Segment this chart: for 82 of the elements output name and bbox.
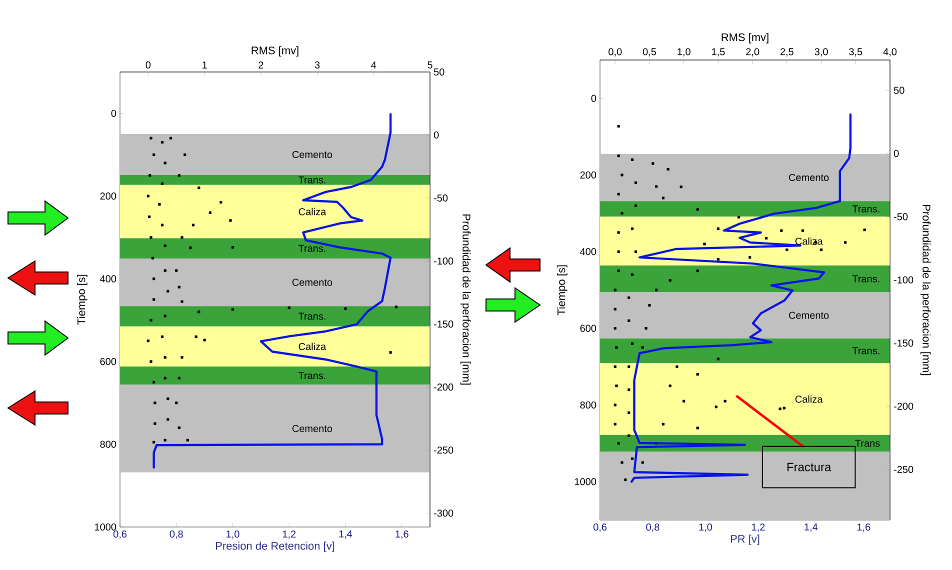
y-tick-label: 0	[111, 110, 116, 117]
x-tick-label: 1,2	[282, 530, 296, 539]
y2-tick-label: -100	[894, 276, 914, 284]
y-axis-title: Tiempo [s]	[557, 265, 568, 316]
y-tick-label: 200	[580, 171, 596, 179]
y2-tick-label: -200	[894, 402, 914, 410]
band-label: Cemento	[789, 174, 829, 182]
band-label: Trans	[855, 440, 880, 447]
band-label: Trans.	[298, 372, 326, 380]
y-axis-title: Tiempo [s]	[77, 274, 88, 325]
x2-tick-label: 5	[428, 61, 432, 68]
y2-tick-label: -200	[434, 384, 454, 391]
band-label: Cemento	[292, 150, 332, 158]
y2-tick-label: -150	[894, 340, 914, 347]
y-tick-label: 800	[580, 401, 596, 409]
band-label: Trans.	[852, 347, 880, 354]
x2-tick-label: 3,0	[814, 48, 828, 56]
band-label: Caliza	[298, 342, 326, 350]
x2-axis-title: RMS [mv]	[722, 33, 768, 44]
x-tick-label: 1,6	[396, 530, 408, 539]
band-label: Trans.	[852, 205, 880, 212]
x-tick-label: 1,0	[699, 524, 712, 532]
x2-tick-label: 4,0	[883, 48, 897, 56]
x2-tick-label: 3	[314, 61, 320, 68]
y2-tick-label: -100	[434, 258, 454, 265]
y-tick-label: 400	[100, 275, 116, 282]
y-tick-label: 1000	[94, 523, 116, 531]
y2-axis-title: Profundidad de la perforacion [mm]	[460, 214, 471, 385]
y2-tick-label: 50	[894, 86, 904, 94]
x-tick-label: 1,2	[752, 524, 765, 532]
line-series	[630, 113, 852, 483]
y2-tick-label: 0	[894, 150, 899, 158]
band-label: Trans.	[298, 176, 326, 184]
band-label: Trans.	[852, 275, 880, 282]
band-label: Trans.	[298, 244, 326, 252]
band-label: Caliza	[298, 208, 326, 216]
x2-tick-label: 3,5	[849, 48, 862, 56]
band-label: Trans.	[298, 312, 326, 320]
line-series	[152, 113, 392, 469]
x-tick-label: 0,8	[646, 524, 660, 532]
y-tick-label: 600	[100, 358, 116, 366]
y-tick-label: 600	[580, 324, 596, 332]
y2-tick-label: 0	[434, 131, 439, 139]
x2-tick-label: 2,5	[780, 48, 794, 56]
x2-tick-label: 0,0	[608, 48, 622, 56]
y-tick-label: 200	[100, 192, 116, 200]
x-tick-label: 1,0	[226, 530, 240, 539]
x-axis-title: Presion de Retencion [v]	[216, 542, 334, 552]
band-label: Caliza	[795, 395, 823, 403]
x-axis-title: PR [v]	[730, 534, 760, 545]
band-label: Cemento	[292, 425, 332, 432]
x-tick-label: 1,6	[857, 524, 870, 532]
y2-tick-label: -250	[894, 466, 914, 473]
band-label: Cemento	[789, 312, 829, 319]
x2-tick-label: 0,5	[642, 48, 656, 56]
x-tick-label: 0,8	[170, 530, 183, 539]
x2-tick-label: 1,0	[678, 48, 690, 56]
band-label: Caliza	[795, 237, 823, 245]
x2-axis-title: RMS [mv]	[252, 46, 298, 57]
x2-tick-label: 0	[146, 61, 151, 68]
x-tick-label: 0,6	[113, 530, 127, 539]
x-tick-label: 1,4	[804, 524, 818, 532]
x2-tick-label: 4	[371, 62, 376, 68]
x-tick-label: 0,6	[593, 524, 607, 532]
y2-tick-label: -150	[434, 320, 454, 328]
y2-tick-label: -50	[434, 194, 448, 202]
y-tick-label: 0	[591, 94, 596, 102]
x2-tick-label: 1	[202, 62, 207, 68]
annotation: Fractura	[787, 462, 832, 472]
y2-tick-label: -300	[434, 510, 454, 517]
y2-tick-label: -50	[894, 213, 908, 220]
band-label: Cemento	[292, 278, 332, 286]
x-tick-label: 1,4	[339, 530, 352, 539]
y-tick-label: 1000	[575, 478, 596, 486]
x2-tick-label: 2,0	[746, 48, 760, 56]
x2-tick-label: 1,5	[712, 48, 725, 56]
y2-tick-label: -250	[434, 446, 454, 454]
y2-tick-label: 50	[434, 68, 444, 76]
x2-tick-label: 2	[258, 61, 264, 68]
y2-axis-title: Profundidad de la perforacion [mm]	[920, 204, 931, 376]
y-tick-label: 400	[580, 248, 596, 256]
y-tick-label: 800	[100, 440, 116, 448]
